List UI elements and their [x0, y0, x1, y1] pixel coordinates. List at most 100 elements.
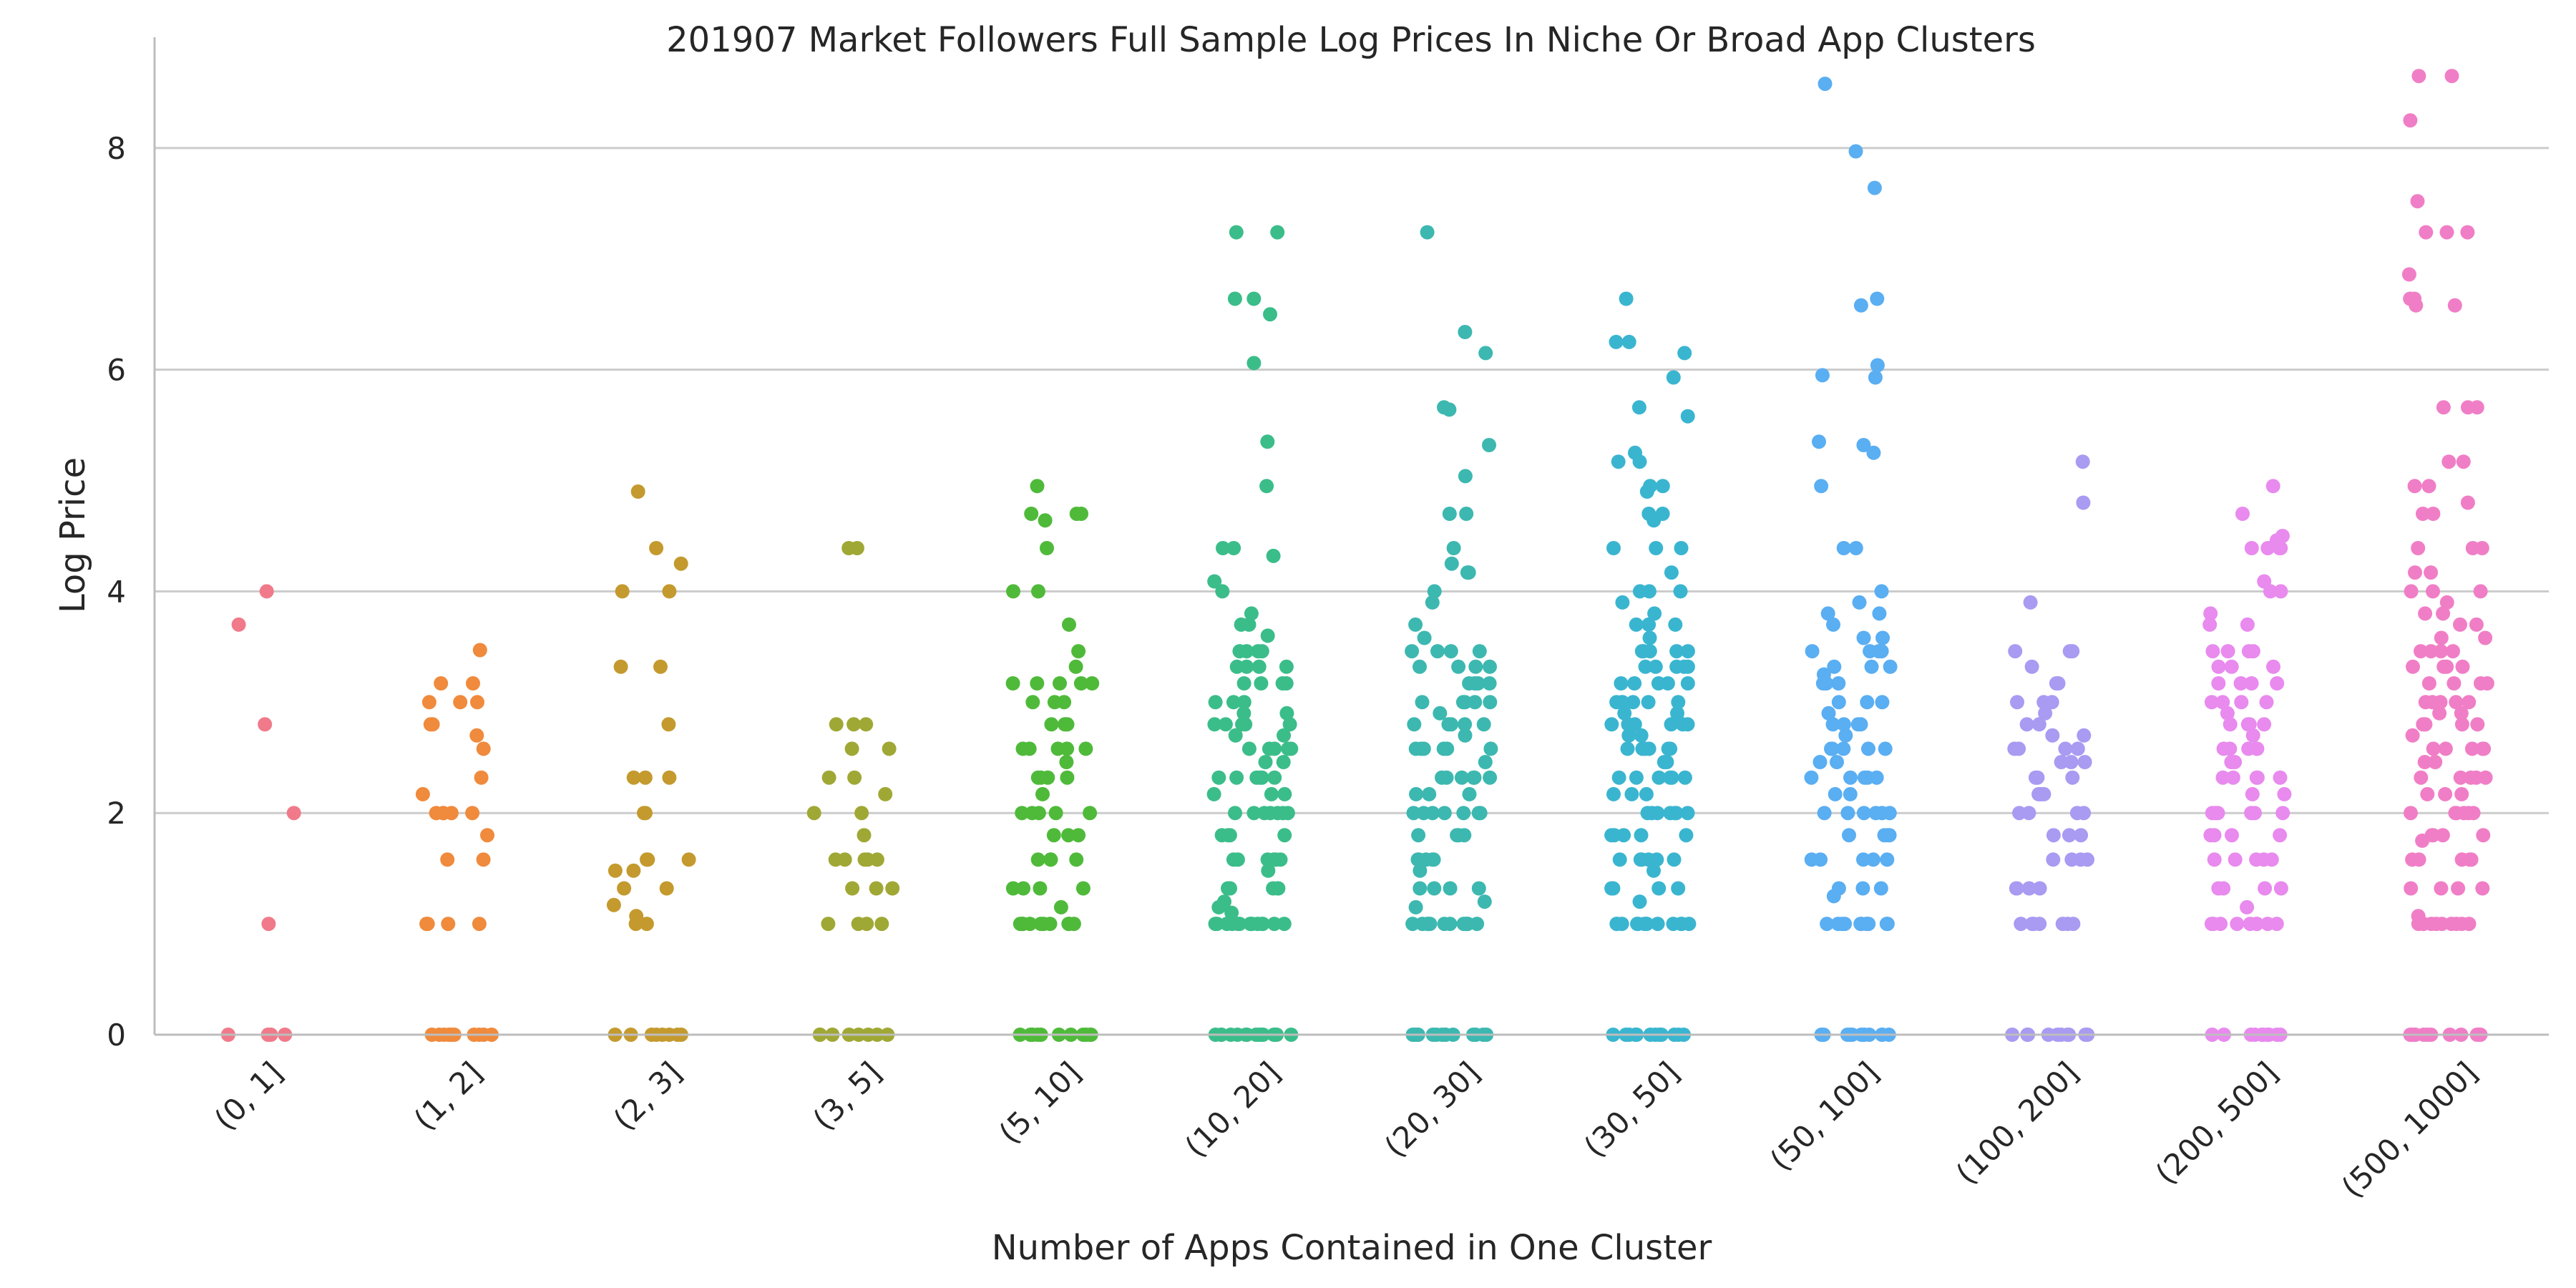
data-point: [1624, 786, 1639, 801]
data-point: [860, 852, 875, 867]
data-point: [1813, 852, 1828, 867]
data-point: [1053, 676, 1067, 691]
x-tick-label: (500, 1000]: [2335, 1055, 2484, 1204]
data-point: [2273, 541, 2288, 555]
data-point: [1244, 606, 1259, 621]
data-point: [2223, 741, 2238, 756]
data-point: [1236, 676, 1252, 691]
data-point: [2273, 770, 2288, 785]
data-point: [653, 659, 668, 674]
data-point: [1639, 917, 1654, 932]
data-point: [659, 881, 674, 896]
data-point: [1454, 770, 1469, 785]
data-point: [1229, 770, 1244, 785]
data-point: [1838, 917, 1853, 932]
data-point: [1277, 917, 1292, 932]
data-point: [2439, 225, 2454, 240]
data-point: [2266, 659, 2280, 674]
data-point: [1267, 917, 1282, 932]
data-point: [2454, 717, 2469, 732]
data-point: [2446, 676, 2462, 691]
data-point: [1609, 334, 1624, 349]
data-point: [1828, 786, 1843, 801]
data-point: [1667, 852, 1682, 867]
y-tick-label: 2: [107, 796, 126, 831]
data-point: [1864, 659, 1879, 674]
data-point: [434, 676, 449, 691]
data-point: [2436, 606, 2451, 621]
data-point: [1470, 676, 1485, 691]
data-point: [2404, 584, 2419, 599]
data-point: [1629, 617, 1644, 632]
data-point: [1856, 806, 1871, 821]
data-point: [1641, 741, 1657, 756]
data-point: [1478, 755, 1493, 769]
data-point: [1227, 291, 1242, 306]
data-point: [1069, 852, 1084, 867]
data-point: [2024, 659, 2039, 674]
data-point: [2455, 659, 2470, 674]
data-point: [472, 643, 487, 658]
data-point: [1211, 899, 1226, 914]
data-point: [1461, 565, 1476, 580]
data-point: [673, 556, 688, 571]
data-point: [1874, 644, 1889, 659]
data-point: [2260, 541, 2275, 555]
data-point: [845, 881, 860, 896]
data-point: [2055, 917, 2070, 932]
data-point: [476, 741, 491, 756]
data-point: [472, 917, 487, 932]
data-point: [1639, 786, 1654, 801]
data-point: [1016, 881, 1031, 896]
data-point: [1226, 541, 1241, 555]
data-point: [1666, 917, 1681, 932]
data-point: [1668, 617, 1683, 632]
data-point: [1472, 644, 1487, 659]
data-point: [2245, 644, 2260, 659]
data-point: [2038, 706, 2053, 721]
data-point: [2411, 541, 2426, 555]
data-point: [1030, 479, 1045, 494]
data-point: [2403, 113, 2418, 128]
data-point: [1033, 881, 1048, 896]
data-point: [1440, 741, 1455, 756]
data-point: [1870, 358, 1885, 373]
data-point: [2436, 400, 2451, 415]
data-point: [1877, 828, 1892, 843]
data-point: [606, 897, 621, 912]
data-point: [1621, 728, 1636, 743]
data-point: [2211, 659, 2226, 674]
data-point: [1425, 595, 1440, 610]
data-point: [1215, 584, 1230, 599]
data-point: [1679, 828, 1694, 843]
data-point: [1482, 676, 1497, 691]
data-point: [1680, 644, 1695, 659]
data-point: [1441, 717, 1456, 732]
data-point: [2021, 806, 2036, 821]
data-point: [1878, 741, 1893, 756]
data-point: [1208, 917, 1223, 932]
gridlines: [155, 147, 2549, 814]
data-point: [2233, 676, 2248, 691]
x-tick-label: (1, 2]: [407, 1055, 489, 1136]
data-point: [1458, 717, 1473, 732]
data-point: [1875, 630, 1890, 645]
data-point: [2454, 786, 2469, 801]
x-tick-label: (200, 500]: [2149, 1055, 2285, 1191]
data-point: [1085, 676, 1100, 691]
data-point: [1022, 741, 1037, 756]
data-point: [1423, 917, 1438, 932]
data-point: [2011, 741, 2026, 756]
x-tick-label: (3, 5]: [806, 1055, 888, 1136]
data-point: [1275, 676, 1290, 691]
data-point: [1836, 541, 1851, 555]
data-point: [2046, 852, 2061, 867]
data-point: [2010, 695, 2024, 710]
data-point: [1680, 409, 1695, 424]
data-point: [1061, 828, 1076, 843]
data-point: [2447, 298, 2462, 313]
data-point: [1259, 479, 1274, 494]
data-point: [1843, 770, 1858, 785]
data-point: [1415, 695, 1430, 710]
data-point: [1652, 770, 1667, 785]
